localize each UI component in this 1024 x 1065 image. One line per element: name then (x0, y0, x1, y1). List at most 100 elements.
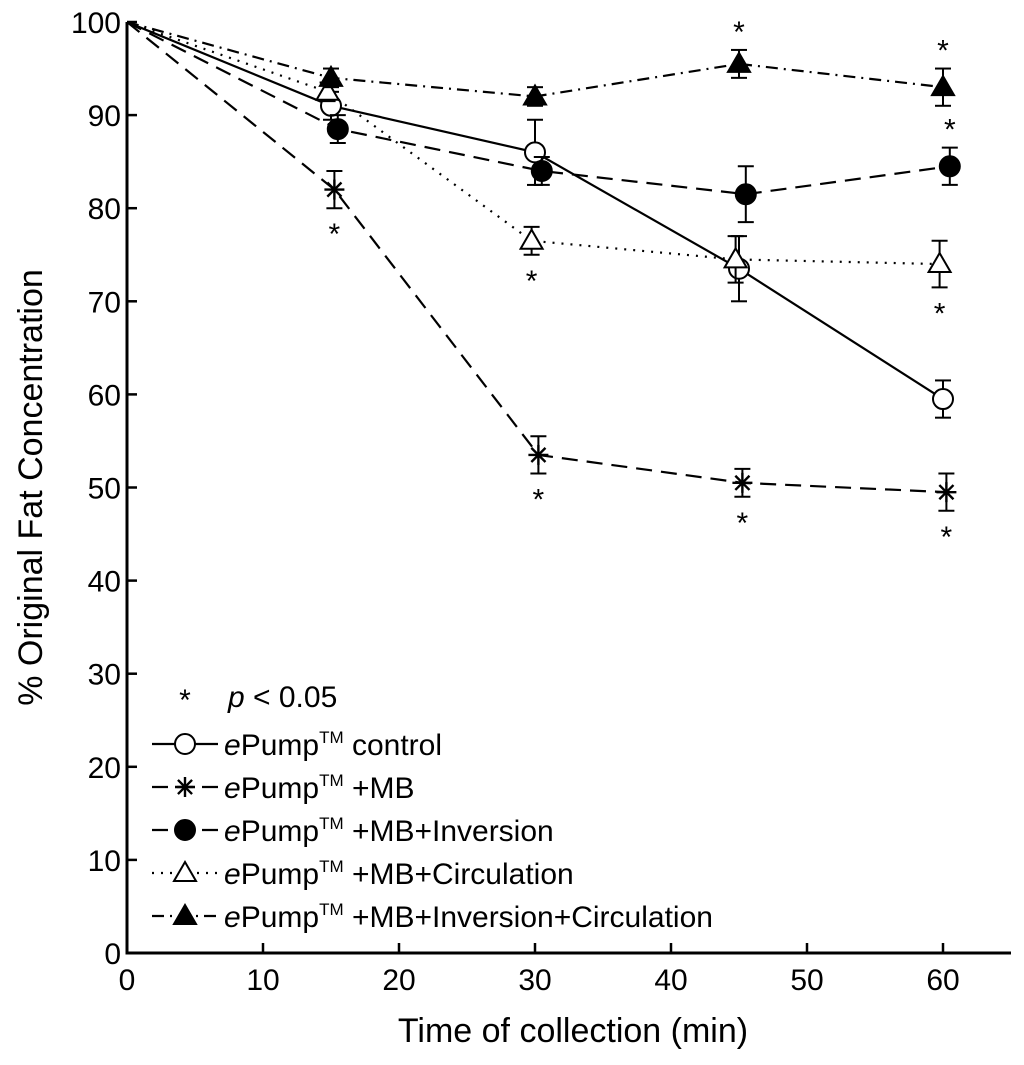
data-point (732, 472, 753, 493)
legend-item-2: ePumpTM +MB (152, 771, 414, 805)
y-tick-label: 90 (88, 100, 121, 133)
data-point (528, 444, 549, 465)
y-tick-label: 50 (88, 473, 121, 506)
significance-asterisk: * (937, 35, 949, 68)
legend-note-p: p (227, 681, 245, 714)
legend-label-rest: +MB+Circulation (344, 858, 574, 891)
x-tick-label: 50 (790, 964, 823, 997)
legend-item-3: ePumpTM +MB+Inversion (152, 814, 554, 848)
legend-item-4: ePumpTM +MB+Circulation (152, 857, 574, 891)
legend-marker (174, 733, 196, 755)
data-point (522, 83, 548, 106)
series-3: * (126, 21, 961, 224)
data-point (518, 227, 545, 250)
legend-label-rest: +MB+Inversion+Circulation (344, 901, 713, 934)
legend-label-rest: control (344, 729, 442, 762)
series-2: * * * * (126, 21, 957, 554)
marker-stroke (326, 181, 343, 198)
series-line (126, 20, 944, 400)
significance-asterisk: * (934, 297, 946, 330)
legend-marker (172, 902, 198, 925)
y-tick-label: 70 (88, 286, 121, 319)
marker-stroke (938, 484, 955, 501)
axes: 0 10 20 30 40 50 60 70 80 90 100 0 10 20 30 40 50 60 (71, 7, 1011, 997)
legend-label-brand: Pump (241, 729, 319, 762)
significance-asterisk: * (329, 218, 341, 251)
x-tick-label: 0 (119, 964, 136, 997)
legend-label-sup: TM (319, 728, 344, 747)
legend-label-rest: +MB+Inversion (344, 815, 554, 848)
data-point (726, 50, 752, 73)
legend-label-brand: Pump (241, 815, 319, 848)
y-tick-label: 30 (88, 659, 121, 692)
x-tick-label: 30 (518, 964, 551, 997)
legend-significance-note: * p < 0.05 (179, 681, 337, 717)
legend-label-rest: +MB (344, 772, 415, 805)
series-layer: *** ****** (126, 16, 961, 554)
legend-label-prefix: e (224, 901, 241, 934)
legend-marker (172, 859, 198, 882)
data-point (938, 155, 961, 178)
data-point (722, 246, 749, 269)
x-tick-label: 20 (382, 964, 415, 997)
legend-note-text: p < 0.05 (227, 681, 337, 714)
legend-label-brand: Pump (241, 901, 319, 934)
x-tick-label: 60 (926, 964, 959, 997)
legend-label-sup: TM (319, 814, 344, 833)
data-point (530, 159, 553, 182)
data-point (318, 64, 344, 87)
x-tick-label: 10 (246, 964, 279, 997)
y-tick-label: 60 (88, 379, 121, 412)
legend-item-5: ePumpTM +MB+Inversion+Circulation (152, 900, 713, 934)
legend-asterisk: * (179, 684, 191, 717)
legend-marker (175, 777, 195, 797)
x-axis-title: Time of collection (min) (398, 1012, 748, 1050)
data-point (314, 78, 341, 101)
data-point (734, 183, 757, 206)
marker-stroke (734, 474, 751, 491)
legend-note-operator: < 0.05 (245, 681, 338, 714)
legend-label-brand: Pump (241, 858, 319, 891)
legend-label-sup: TM (319, 900, 344, 919)
legend-label: ePumpTM control (224, 728, 442, 762)
legend-label-prefix: e (224, 815, 241, 848)
legend-item-1: ePumpTM control (152, 728, 442, 762)
marker-stroke (177, 779, 193, 795)
data-point (926, 251, 953, 274)
legend-label-prefix: e (224, 729, 241, 762)
legend-label: ePumpTM +MB+Circulation (224, 857, 574, 891)
y-tick-label: 40 (88, 566, 121, 599)
y-tick-label: 100 (71, 7, 121, 40)
significance-asterisk: * (737, 507, 749, 540)
y-tick-label: 80 (88, 193, 121, 226)
legend-label-brand: Pump (241, 772, 319, 805)
significance-asterisk: * (944, 114, 956, 147)
legend-label-prefix: e (224, 772, 241, 805)
legend-label-sup: TM (319, 857, 344, 876)
significance-asterisk: * (533, 484, 545, 517)
y-tick-label: 10 (88, 845, 121, 878)
significance-asterisk: * (526, 265, 538, 298)
legend-label: ePumpTM +MB (224, 771, 414, 805)
series-line (126, 21, 950, 196)
data-point (932, 388, 954, 411)
y-axis-title: % Original Fat Concentration (12, 269, 50, 706)
y-tick-label: 0 (104, 938, 121, 971)
significance-asterisk: * (733, 16, 745, 49)
data-point (326, 118, 349, 141)
x-tick-label: 40 (654, 964, 687, 997)
data-point (936, 482, 957, 503)
y-tick-label: 20 (88, 752, 121, 785)
data-point (930, 74, 956, 97)
marker-stroke (530, 446, 547, 463)
legend-label: ePumpTM +MB+Inversion (224, 814, 554, 848)
data-point (324, 179, 345, 200)
legend-label: ePumpTM +MB+Inversion+Circulation (224, 900, 713, 934)
significance-asterisk: * (941, 521, 953, 554)
legend-marker (174, 819, 196, 841)
series-1 (126, 20, 954, 419)
series-5: ** (126, 16, 956, 107)
legend-label-prefix: e (224, 858, 241, 891)
